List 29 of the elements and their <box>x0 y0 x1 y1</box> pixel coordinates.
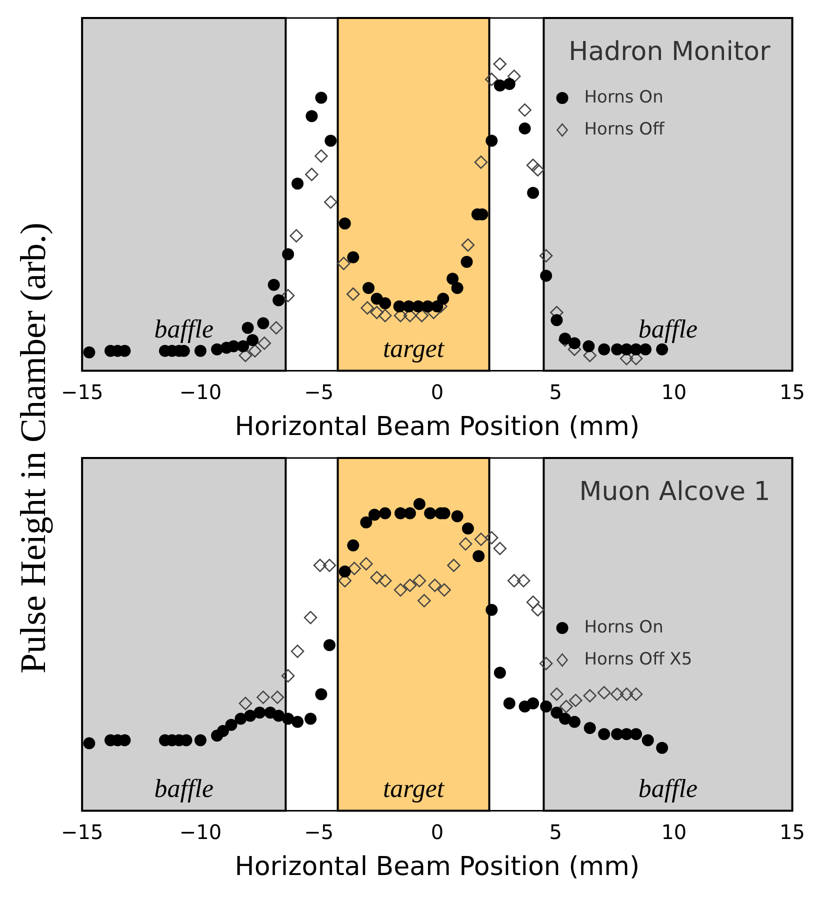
chart-title: Muon Alcove 1 <box>579 477 770 507</box>
x-tick-label: 10 <box>661 820 687 844</box>
x-tick-label: 15 <box>780 820 805 844</box>
x-tick-label: −15 <box>60 380 104 404</box>
x-tick-label: −5 <box>304 820 334 844</box>
band-label: target <box>382 334 445 363</box>
legend-label: Horns On <box>584 87 664 108</box>
legend-label: Horns On <box>584 617 664 638</box>
x-tick-label: 15 <box>780 380 805 404</box>
band-label: baffle <box>154 314 214 344</box>
band-label: target <box>382 774 445 803</box>
chart-title: Hadron Monitor <box>568 37 771 67</box>
x-tick-label: 5 <box>549 820 562 844</box>
legend-label: Horns Off <box>584 119 666 140</box>
x-tick-label: −10 <box>179 820 222 844</box>
x-tick-label: −5 <box>304 380 334 404</box>
band-label: baffle <box>638 774 698 803</box>
band-label: baffle <box>154 774 214 803</box>
x-tick-label: −10 <box>179 380 222 404</box>
x-tick-label: 10 <box>661 380 687 404</box>
x-tick-label: 0 <box>430 820 444 844</box>
x-axis-title: Horizontal Beam Position (mm) <box>234 412 640 442</box>
x-tick-label: 5 <box>549 380 562 404</box>
x-tick-label: −15 <box>60 820 104 844</box>
x-axis-title: Horizontal Beam Position (mm) <box>234 852 640 882</box>
y-axis-title: Pulse Height in Chamber (arb.) <box>12 222 54 674</box>
legend-label: Horns Off X5 <box>584 649 692 670</box>
x-tick-label: 0 <box>430 380 444 404</box>
band-label: baffle <box>638 314 698 344</box>
